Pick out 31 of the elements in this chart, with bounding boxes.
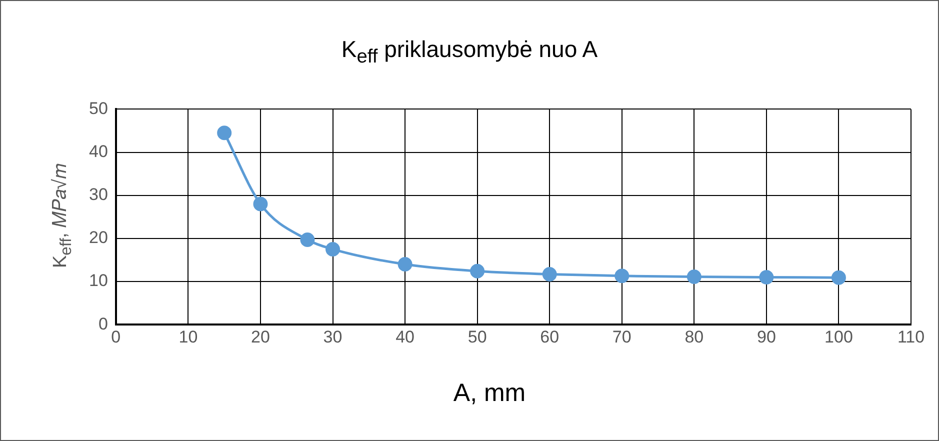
y-tick-label: 0 xyxy=(98,314,108,334)
y-tick-label: 50 xyxy=(88,98,108,118)
point xyxy=(326,242,340,256)
point xyxy=(253,196,268,212)
x-axis-title: A, mm xyxy=(452,379,527,408)
x-tick-label: 0 xyxy=(111,327,121,346)
y-tick-label: 10 xyxy=(88,271,108,290)
x-tick-label: 40 xyxy=(396,327,414,346)
point xyxy=(217,126,232,140)
y-tick-label: 40 xyxy=(88,142,108,161)
x-tick-label: 70 xyxy=(612,327,632,346)
x-tick-label: 30 xyxy=(323,327,342,346)
point xyxy=(300,232,315,247)
y-tick-label: 30 xyxy=(88,185,108,204)
x-tick-label: 80 xyxy=(684,327,704,346)
x-tick-label: 100 xyxy=(824,327,853,346)
x-tick-label: 90 xyxy=(756,327,776,346)
chart-title: K$_{eff}$ priklausomybė nuo A xyxy=(340,36,599,69)
x-tick-label: 20 xyxy=(251,327,270,346)
x-tick-label: 110 xyxy=(897,327,925,346)
y-tick-label: 20 xyxy=(88,228,108,248)
x-tick-label: 60 xyxy=(540,327,560,346)
point xyxy=(470,264,485,278)
point xyxy=(542,266,557,282)
point xyxy=(759,270,774,284)
point xyxy=(831,270,846,285)
point xyxy=(398,257,412,272)
x-tick-label: 10 xyxy=(178,327,198,346)
x-tick-label: 50 xyxy=(468,327,487,346)
point xyxy=(614,268,630,284)
point xyxy=(686,270,702,284)
